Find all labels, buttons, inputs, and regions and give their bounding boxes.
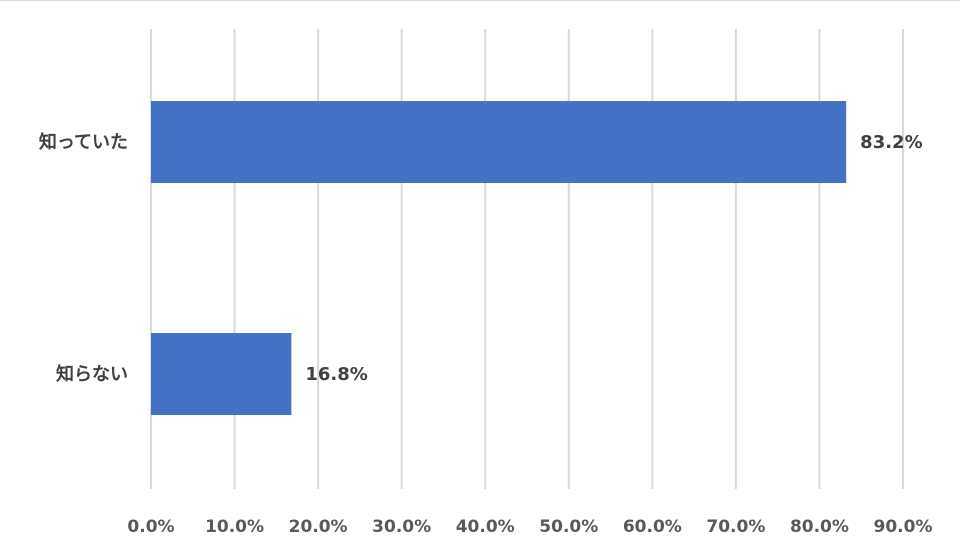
bar-1 <box>151 333 292 415</box>
bars <box>151 101 847 415</box>
x-tick-label-9: 90.0% <box>874 517 933 537</box>
x-tick-label-1: 10.0% <box>205 517 264 537</box>
category-label-1: 知らない <box>56 363 128 385</box>
x-tick-label-5: 50.0% <box>539 517 598 537</box>
x-tick-label-6: 60.0% <box>623 517 682 537</box>
x-tick-label-8: 80.0% <box>790 517 849 537</box>
data-label-0: 83.2% <box>860 132 922 153</box>
gridlines <box>150 29 904 489</box>
bar-0 <box>151 101 847 183</box>
x-tick-label-7: 70.0% <box>706 517 765 537</box>
x-tick-label-3: 30.0% <box>372 517 431 537</box>
x-tick-label-4: 40.0% <box>456 517 515 537</box>
data-label-1: 16.8% <box>305 364 367 385</box>
x-tick-label-2: 20.0% <box>289 517 348 537</box>
labels: 0.0% 10.0% 20.0% 30.0% 40.0% 50.0% 60.0% 70.0% 8… <box>39 131 933 537</box>
category-label-0: 知っていた <box>39 131 128 153</box>
x-tick-label-0: 0.0% <box>127 517 174 537</box>
